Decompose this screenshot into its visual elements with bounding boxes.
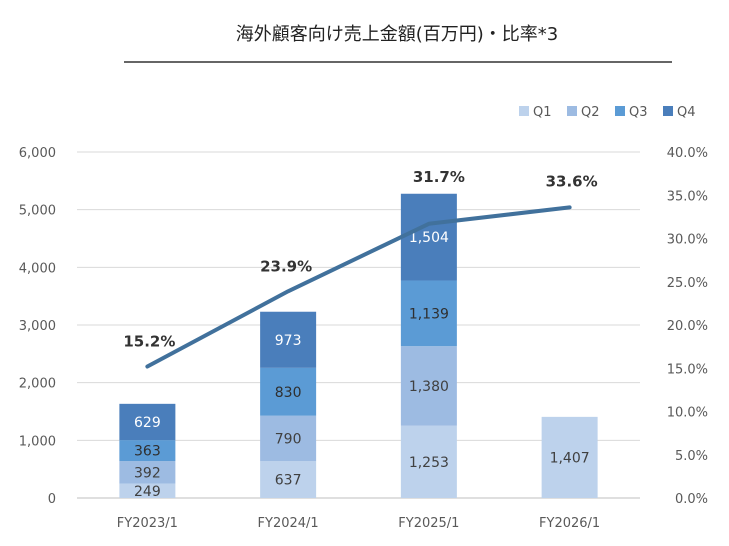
bar-value-label: 1,139	[409, 306, 449, 322]
bar-segment	[260, 311, 317, 368]
ratio-label: 31.7%	[413, 168, 465, 186]
y2-tick-label: 5.0%	[675, 449, 708, 464]
bar-segment	[260, 415, 317, 462]
bar-segment	[400, 425, 457, 498]
bar-value-label: 637	[275, 473, 302, 489]
ratio-label: 33.6%	[546, 172, 598, 190]
ratio-label: 23.9%	[260, 257, 312, 275]
x-tick-label: FY2026/1	[539, 516, 600, 531]
y-tick-label: 5,000	[19, 204, 56, 219]
bar-segment	[400, 193, 457, 281]
bar-segment	[260, 367, 317, 416]
bar-segment	[541, 416, 598, 498]
y-tick-label: 0	[48, 492, 56, 507]
legend-label: Q2	[581, 105, 600, 120]
bar-value-label: 790	[275, 431, 302, 447]
legend-swatch	[519, 106, 529, 116]
y-axis-left: 0 1,000 2,000 3,000 4,000 5,000 6,000	[19, 146, 56, 507]
y-axis-right: 0.0% 5.0% 10.0% 15.0% 20.0% 25.0% 30.0% 35.0% 40…	[667, 146, 708, 507]
y-tick-label: 3,000	[19, 319, 56, 334]
legend-swatch	[567, 106, 577, 116]
ratio-label: 15.2%	[123, 333, 175, 351]
y-tick-label: 6,000	[19, 146, 56, 161]
y2-tick-label: 25.0%	[667, 276, 708, 291]
bar-segment	[400, 280, 457, 347]
legend-swatch	[615, 106, 625, 116]
bar-segment	[260, 461, 317, 498]
bar-value-label: 1,407	[550, 450, 590, 466]
bar-value-label: 1,380	[409, 379, 449, 395]
bar-segment	[119, 483, 176, 498]
bar-value-label: 392	[134, 465, 161, 481]
y2-tick-label: 40.0%	[667, 146, 708, 161]
y2-tick-label: 35.0%	[667, 189, 708, 204]
y-tick-label: 2,000	[19, 377, 56, 392]
y2-tick-label: 0.0%	[675, 492, 708, 507]
bar-value-label: 1,253	[409, 455, 449, 471]
x-axis: FY2023/1 FY2024/1 FY2025/1 FY2026/1	[117, 516, 600, 531]
bar-value-label: 830	[275, 385, 302, 401]
bar-value-label: 363	[134, 444, 161, 460]
bars: 249 392 363 629 637 790 830 973 1,253 1,380 1,139 1…	[119, 193, 598, 500]
bar-segment	[119, 461, 176, 484]
legend: Q1 Q2 Q3 Q4	[519, 105, 696, 120]
y2-tick-label: 30.0%	[667, 233, 708, 248]
y2-tick-label: 10.0%	[667, 406, 708, 421]
bar-segment	[119, 440, 176, 462]
y2-tick-label: 15.0%	[667, 362, 708, 377]
chart-title: 海外顧客向け売上金額(百万円)・比率*3	[236, 24, 559, 45]
bar-value-label: 973	[275, 333, 302, 349]
bar-segment	[119, 403, 176, 441]
y-tick-label: 1,000	[19, 434, 56, 449]
x-tick-label: FY2023/1	[117, 516, 178, 531]
bar-value-label: 249	[134, 484, 161, 500]
x-tick-label: FY2025/1	[398, 516, 459, 531]
y-tick-label: 4,000	[19, 261, 56, 276]
ratio-line: 15.2% 23.9% 31.7% 33.6%	[123, 168, 598, 369]
legend-swatch	[663, 106, 673, 116]
bar-value-label: 1,504	[409, 230, 449, 246]
legend-label: Q3	[629, 105, 648, 120]
ratio-line-path	[145, 205, 572, 369]
bar-segment	[400, 346, 457, 426]
x-tick-label: FY2024/1	[258, 516, 319, 531]
y2-tick-label: 20.0%	[667, 319, 708, 334]
legend-label: Q1	[533, 105, 552, 120]
legend-label: Q4	[677, 105, 696, 120]
bar-value-label: 629	[134, 415, 161, 431]
